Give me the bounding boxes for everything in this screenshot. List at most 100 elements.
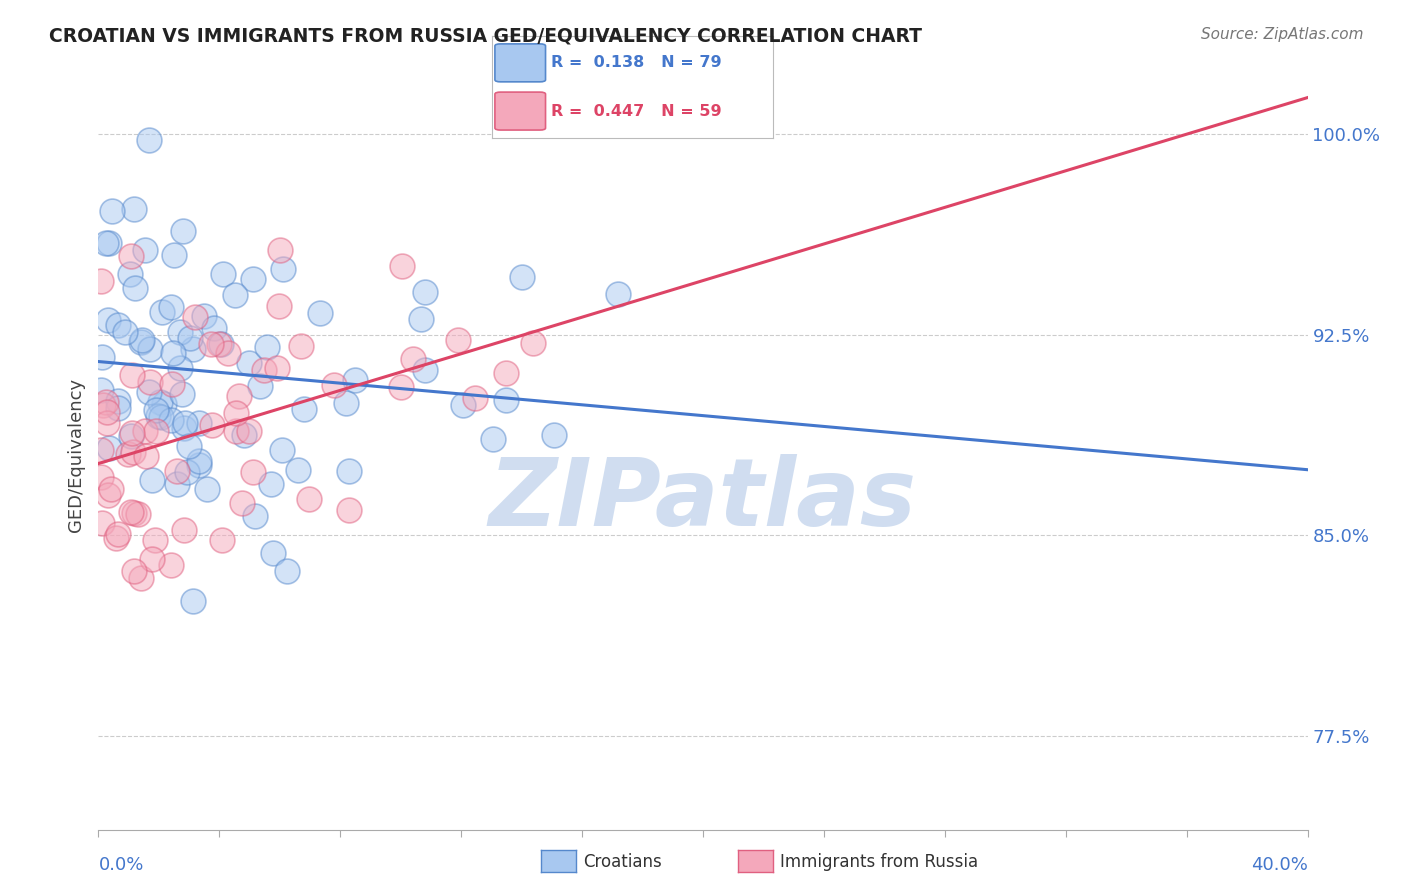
Point <box>120 249 142 263</box>
Text: R =  0.138   N = 79: R = 0.138 N = 79 <box>551 55 721 70</box>
Point <box>166 477 188 491</box>
Point <box>152 397 174 411</box>
FancyBboxPatch shape <box>495 44 546 82</box>
Point <box>143 533 166 547</box>
Point <box>129 570 152 584</box>
Point <box>100 482 122 496</box>
Text: Croatians: Croatians <box>583 853 662 871</box>
Point <box>447 333 470 347</box>
Point <box>242 465 264 479</box>
Point <box>201 417 224 432</box>
Point <box>173 421 195 435</box>
Point <box>163 248 186 262</box>
Point <box>464 391 486 405</box>
Point <box>134 424 156 438</box>
Point <box>166 464 188 478</box>
Point <box>100 203 122 218</box>
Point <box>96 416 118 430</box>
Point <box>188 454 211 468</box>
Text: Immigrants from Russia: Immigrants from Russia <box>780 853 979 871</box>
Point <box>292 402 315 417</box>
Point <box>195 482 218 496</box>
Point <box>207 337 229 351</box>
Point <box>181 342 204 356</box>
Text: 0.0%: 0.0% <box>98 856 143 874</box>
Point <box>287 463 309 477</box>
Point <box>121 445 143 459</box>
Point <box>91 516 114 530</box>
Point <box>243 508 266 523</box>
Point <box>134 243 156 257</box>
Point <box>543 427 565 442</box>
Point <box>606 286 628 301</box>
Point <box>122 202 145 216</box>
Point <box>188 416 211 430</box>
Point <box>217 346 239 360</box>
Point <box>211 533 233 547</box>
Point <box>145 402 167 417</box>
Point <box>482 433 505 447</box>
Point <box>209 336 232 351</box>
FancyBboxPatch shape <box>495 92 546 130</box>
Point <box>322 378 344 392</box>
Point <box>135 449 157 463</box>
Point <box>409 312 432 326</box>
Point <box>177 438 200 452</box>
Point <box>181 594 204 608</box>
Point <box>415 363 437 377</box>
Point <box>94 236 117 251</box>
Y-axis label: GED/Equivalency: GED/Equivalency <box>66 378 84 532</box>
Point <box>174 417 197 431</box>
Text: ZIPatlas: ZIPatlas <box>489 454 917 546</box>
Point <box>266 361 288 376</box>
Point <box>225 406 247 420</box>
Point <box>98 441 121 455</box>
Point <box>139 375 162 389</box>
Point <box>344 373 367 387</box>
Point <box>413 285 436 299</box>
Point <box>141 474 163 488</box>
Point <box>162 345 184 359</box>
Point <box>202 321 225 335</box>
Point <box>309 306 332 320</box>
Point <box>337 502 360 516</box>
Point <box>118 268 141 282</box>
Point <box>121 368 143 383</box>
Point <box>224 287 246 301</box>
Text: CROATIAN VS IMMIGRANTS FROM RUSSIA GED/EQUIVALENCY CORRELATION CHART: CROATIAN VS IMMIGRANTS FROM RUSSIA GED/E… <box>49 27 922 45</box>
Point <box>122 507 145 521</box>
Point <box>96 405 118 419</box>
Point <box>271 262 294 277</box>
Point <box>97 487 120 501</box>
Point <box>233 427 256 442</box>
Point <box>262 546 284 560</box>
Point <box>150 305 173 319</box>
Text: 40.0%: 40.0% <box>1251 856 1308 874</box>
Point <box>107 394 129 409</box>
Point <box>510 269 533 284</box>
Point <box>298 492 321 507</box>
Point <box>173 523 195 537</box>
Point <box>121 426 143 441</box>
Point <box>120 429 142 443</box>
Point <box>129 335 152 350</box>
Point <box>200 337 222 351</box>
Point <box>91 398 114 412</box>
Point <box>160 413 183 427</box>
Point <box>138 342 160 356</box>
Point <box>389 379 412 393</box>
Point <box>90 443 112 458</box>
Point <box>238 424 260 438</box>
Point <box>335 396 357 410</box>
Point <box>160 300 183 314</box>
Point <box>495 367 517 381</box>
Point <box>114 325 136 339</box>
Point <box>138 385 160 400</box>
Point <box>183 310 205 324</box>
Point <box>97 313 120 327</box>
Point <box>242 271 264 285</box>
Text: Source: ZipAtlas.com: Source: ZipAtlas.com <box>1201 27 1364 42</box>
Point <box>107 527 129 541</box>
Point <box>231 496 253 510</box>
Point <box>451 399 474 413</box>
